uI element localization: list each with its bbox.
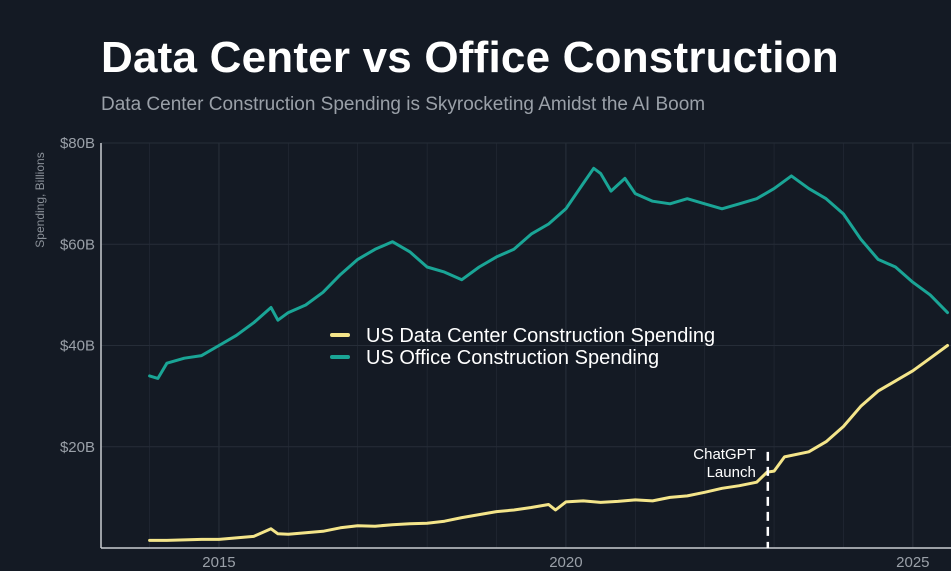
axes	[100, 143, 951, 549]
chart-subtitle: Data Center Construction Spending is Sky…	[101, 94, 706, 115]
x-tick-label: 2015	[202, 554, 235, 571]
y-tick-label: $60B	[60, 236, 95, 253]
series-line-office	[148, 166, 949, 380]
x-tick-label: 2025	[896, 554, 929, 571]
annotation-label: ChatGPT	[693, 446, 756, 463]
series-line-data-center	[148, 344, 949, 542]
series-lines	[148, 166, 949, 542]
y-tick-label: $80B	[60, 135, 95, 152]
legend-label: US Office Construction Spending	[366, 347, 659, 369]
annotation-label: Launch	[707, 464, 756, 481]
legend-label: US Data Center Construction Spending	[366, 325, 715, 347]
y-tick-labels: $20B $40B $60B $80B	[60, 135, 95, 456]
x-tick-label: 2020	[549, 554, 582, 571]
y-axis-label: Spending, Billions	[33, 152, 47, 247]
y-tick-label: $40B	[60, 338, 95, 355]
y-tick-label: $20B	[60, 439, 95, 456]
chart-title: Data Center vs Office Construction	[101, 33, 839, 82]
x-tick-labels: 2015 2020 2025	[202, 554, 929, 571]
